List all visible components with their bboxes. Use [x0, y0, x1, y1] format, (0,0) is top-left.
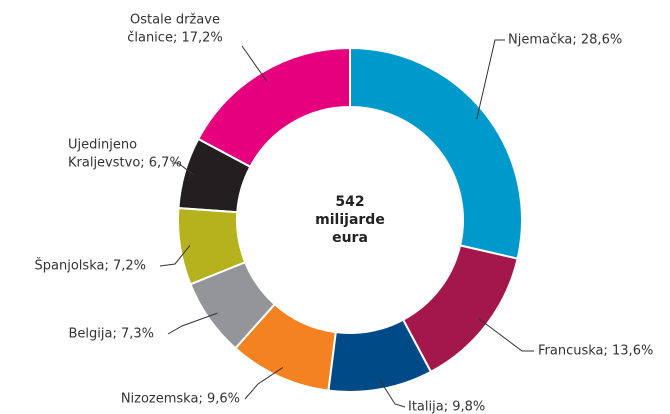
donut-slice	[401, 244, 519, 374]
center-label: milijarde	[315, 212, 385, 228]
donut-slice	[327, 318, 433, 393]
slice-label: Nizozemska; 9,6%	[121, 392, 240, 407]
donut-slice	[177, 137, 252, 214]
slice-label: Kraljevstvo; 6,7%	[68, 156, 182, 171]
donut-slice	[177, 207, 247, 286]
leader-line	[241, 45, 268, 82]
center-label: 542	[335, 194, 364, 210]
leader-line	[159, 245, 191, 267]
donut-slice	[196, 46, 351, 169]
leader-line	[244, 367, 284, 400]
leader-line	[378, 379, 406, 408]
slice-label: članice; 17,2%	[127, 31, 223, 46]
slice-label: Belgija; 7,3%	[68, 327, 154, 342]
donut-slice	[349, 46, 523, 260]
donut-slice	[234, 302, 337, 392]
leader-line	[167, 312, 218, 335]
leader-line	[476, 39, 505, 120]
slice-label: Španjolska; 7,2%	[35, 258, 146, 274]
center-label: eura	[332, 230, 368, 246]
slice-label: Ostale države	[130, 13, 220, 28]
leader-line	[172, 162, 195, 176]
slice-label: Njemačka; 28,6%	[508, 33, 622, 48]
slice-label: Francuska; 13,6%	[538, 344, 653, 359]
slice-label: Italija; 9,8%	[408, 400, 485, 414]
leader-line	[478, 318, 534, 352]
slice-label: Ujedinjeno	[68, 138, 137, 153]
